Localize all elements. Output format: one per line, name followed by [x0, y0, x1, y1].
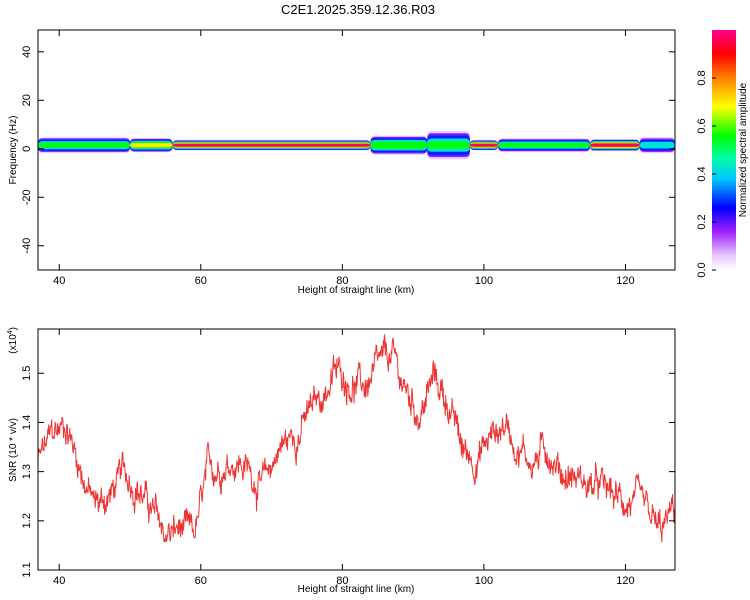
- x-tick-label: 80: [336, 275, 348, 287]
- snr-background: [38, 329, 675, 570]
- colorbar: 0.0 0.2 0.4 0.6 0.8 Normalized spectral ampl…: [696, 30, 749, 278]
- band-strip: [469, 144, 499, 147]
- band-strip: [639, 141, 675, 149]
- bottom-x-axis-label: Height of straight line (km): [298, 584, 415, 595]
- x-tick-label: 80: [336, 575, 348, 587]
- x-tick-label: 60: [195, 575, 207, 587]
- band-strip: [498, 142, 591, 148]
- colorbar-tick-label: 0.6: [696, 118, 708, 133]
- band-strip: [370, 141, 428, 149]
- bottom-y-multiplier: (x104): [7, 327, 19, 354]
- snr-frame: [37, 328, 676, 571]
- colorbar-tick-label: 0.2: [696, 214, 708, 229]
- x-tick-label: 100: [475, 575, 493, 587]
- x-tick-label: 100: [475, 275, 493, 287]
- y-tick-label: 1.5: [21, 366, 33, 381]
- spectral-band: [38, 131, 675, 160]
- y-tick-label: 20: [21, 94, 33, 106]
- band-strip: [38, 142, 131, 148]
- chart-title: C2E1.2025.359.12.36.R03: [281, 2, 435, 17]
- spectrogram-panel: 40 60 80 100 120 40 20 0 -20 -40 Height of strai…: [8, 29, 676, 296]
- snr-panel: 40 60 80 100 120 1.1 1.2 1.3 1.4 1.5 Height of s…: [7, 327, 676, 595]
- top-y-ticks: 40 20 0 -20 -40: [21, 46, 675, 254]
- x-tick-label: 40: [53, 575, 65, 587]
- colorbar-tick-label: 0.0: [696, 262, 708, 277]
- top-x-axis-label: Height of straight line (km): [298, 285, 415, 296]
- x-tick-label: 120: [616, 575, 634, 587]
- band-strip: [130, 143, 173, 148]
- bottom-x-ticks: 40 60 80 100 120: [53, 329, 635, 587]
- y-tick-label: 1.3: [21, 464, 33, 479]
- snr-series-line: [38, 334, 675, 543]
- y-tick-label: 0: [21, 146, 33, 152]
- colorbar-tick-label: 0.4: [696, 166, 708, 181]
- x-tick-label: 60: [195, 275, 207, 287]
- y-tick-label: 1.2: [21, 513, 33, 528]
- colorbar-tick-label: 0.8: [696, 70, 708, 85]
- y-tick-label: 40: [21, 46, 33, 58]
- y-tick-label: -20: [21, 189, 33, 205]
- bottom-y-ticks: 1.1 1.2 1.3 1.4 1.5: [21, 366, 675, 578]
- x-tick-label: 120: [616, 275, 634, 287]
- band-strip: [172, 144, 371, 147]
- x-tick-label: 40: [53, 275, 65, 287]
- y-tick-label: 1.4: [21, 415, 33, 430]
- spectrogram-frame: [37, 29, 676, 271]
- bottom-y-axis-label: SNR (10 * v/v): [8, 418, 19, 482]
- y-tick-label: 1.1: [21, 562, 33, 577]
- band-strip: [427, 141, 470, 149]
- top-y-axis-label: Frequency (Hz): [8, 116, 19, 185]
- colorbar-gradient: [712, 30, 736, 270]
- colorbar-ticks: 0.0 0.2 0.4 0.6 0.8: [696, 70, 716, 278]
- top-x-ticks: 40 60 80 100 120: [53, 30, 635, 287]
- band-strip: [590, 143, 640, 147]
- colorbar-label: Normalized spectral amplitude: [738, 82, 749, 217]
- y-tick-label: -40: [21, 238, 33, 254]
